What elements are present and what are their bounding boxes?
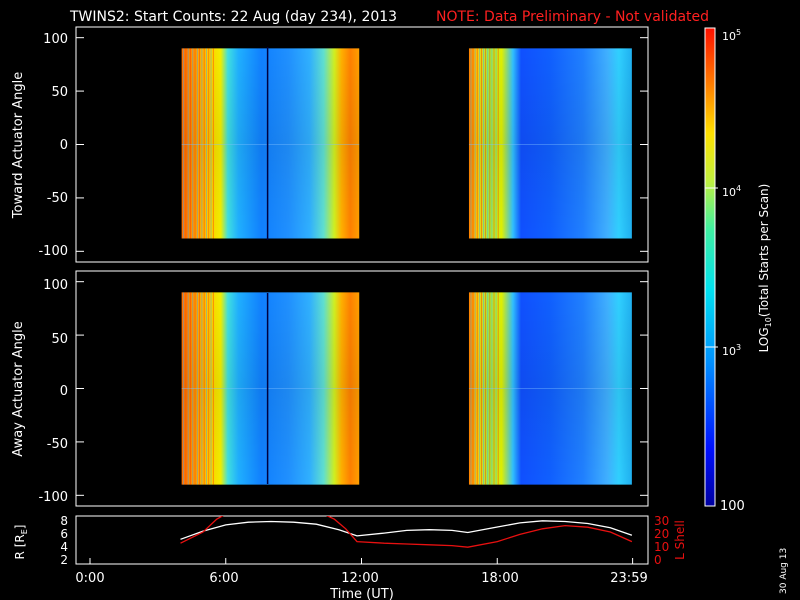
toward-block-1-shade [181, 48, 360, 239]
l-tick-20: 20 [654, 527, 669, 541]
xtick-6: 6:00 [209, 571, 238, 586]
toward-ytick-m50: -50 [47, 191, 68, 206]
orbit-left-label: R [RE] [13, 525, 29, 560]
date-stamp: 30 Aug 13 [779, 548, 789, 594]
away-ytick-50: 50 [51, 332, 68, 347]
toward-ytick-100: 100 [43, 32, 68, 47]
xtick-18: 18:00 [481, 571, 518, 586]
away-ytick-m50: -50 [47, 437, 68, 452]
away-ytick-0: 0 [60, 384, 68, 399]
r-tick-2: 2 [60, 553, 68, 567]
r-tick-6: 6 [60, 527, 68, 541]
r-tick-4: 4 [60, 540, 68, 554]
toward-heatmap [76, 37, 648, 252]
away-y-axis: 100 50 0 -50 -100 [38, 278, 68, 505]
x-axis: 0:00 6:00 12:00 18:00 23:59 Time (UT) [75, 571, 647, 600]
title-note: NOTE: Data Preliminary - Not validated [436, 9, 709, 25]
orbit-panel: 8 6 4 2 R [RE] 30 20 10 0 L Shell [13, 514, 687, 567]
title-main: TWINS2: Start Counts: 22 Aug (day 234), … [69, 9, 397, 25]
r-tick-8: 8 [60, 514, 68, 528]
series-r-re- [180, 520, 633, 540]
l-tick-0: 0 [654, 553, 662, 567]
xtick-2359: 23:59 [610, 571, 647, 586]
series-l-shell [180, 516, 633, 548]
toward-y-label: Toward Actuator Angle [11, 72, 26, 219]
colorbar-title: LOG10(Total Starts per Scan) [757, 184, 773, 353]
toward-ytick-50: 50 [51, 85, 68, 100]
away-y-label: Away Actuator Angle [11, 321, 26, 456]
x-axis-label: Time (UT) [329, 587, 394, 600]
toward-ytick-m100: -100 [38, 244, 68, 259]
orbit-right-label: L Shell [673, 520, 687, 560]
away-panel: 100 50 0 -50 -100 Away Actuator Angle [11, 270, 649, 507]
colorbar-label-1e5: 105 [722, 28, 741, 43]
colorbar-gradient [705, 28, 715, 506]
colorbar: 105 104 103 100 LOG10(Total Starts per S… [704, 27, 773, 514]
orbit-panel-frame [75, 515, 649, 565]
colorbar-label-1e3: 103 [722, 343, 741, 358]
away-ytick-100: 100 [43, 278, 68, 293]
away-heatmap [76, 281, 648, 496]
l-tick-30: 30 [654, 514, 669, 528]
toward-y-axis: 100 50 0 -50 -100 [38, 32, 68, 259]
orbit-lines [89, 516, 634, 564]
toward-panel: 100 50 0 -50 -100 Toward Actuator Angle [11, 26, 649, 263]
colorbar-label-1e4: 104 [722, 184, 741, 199]
colorbar-frame [704, 27, 716, 507]
away-ytick-m100: -100 [38, 490, 68, 505]
toward-ytick-0: 0 [60, 138, 68, 153]
xtick-12: 12:00 [341, 571, 378, 586]
xtick-0: 0:00 [75, 571, 104, 586]
colorbar-label-100: 100 [720, 499, 745, 514]
l-tick-10: 10 [654, 540, 669, 554]
toward-block-2-shade [468, 48, 632, 239]
